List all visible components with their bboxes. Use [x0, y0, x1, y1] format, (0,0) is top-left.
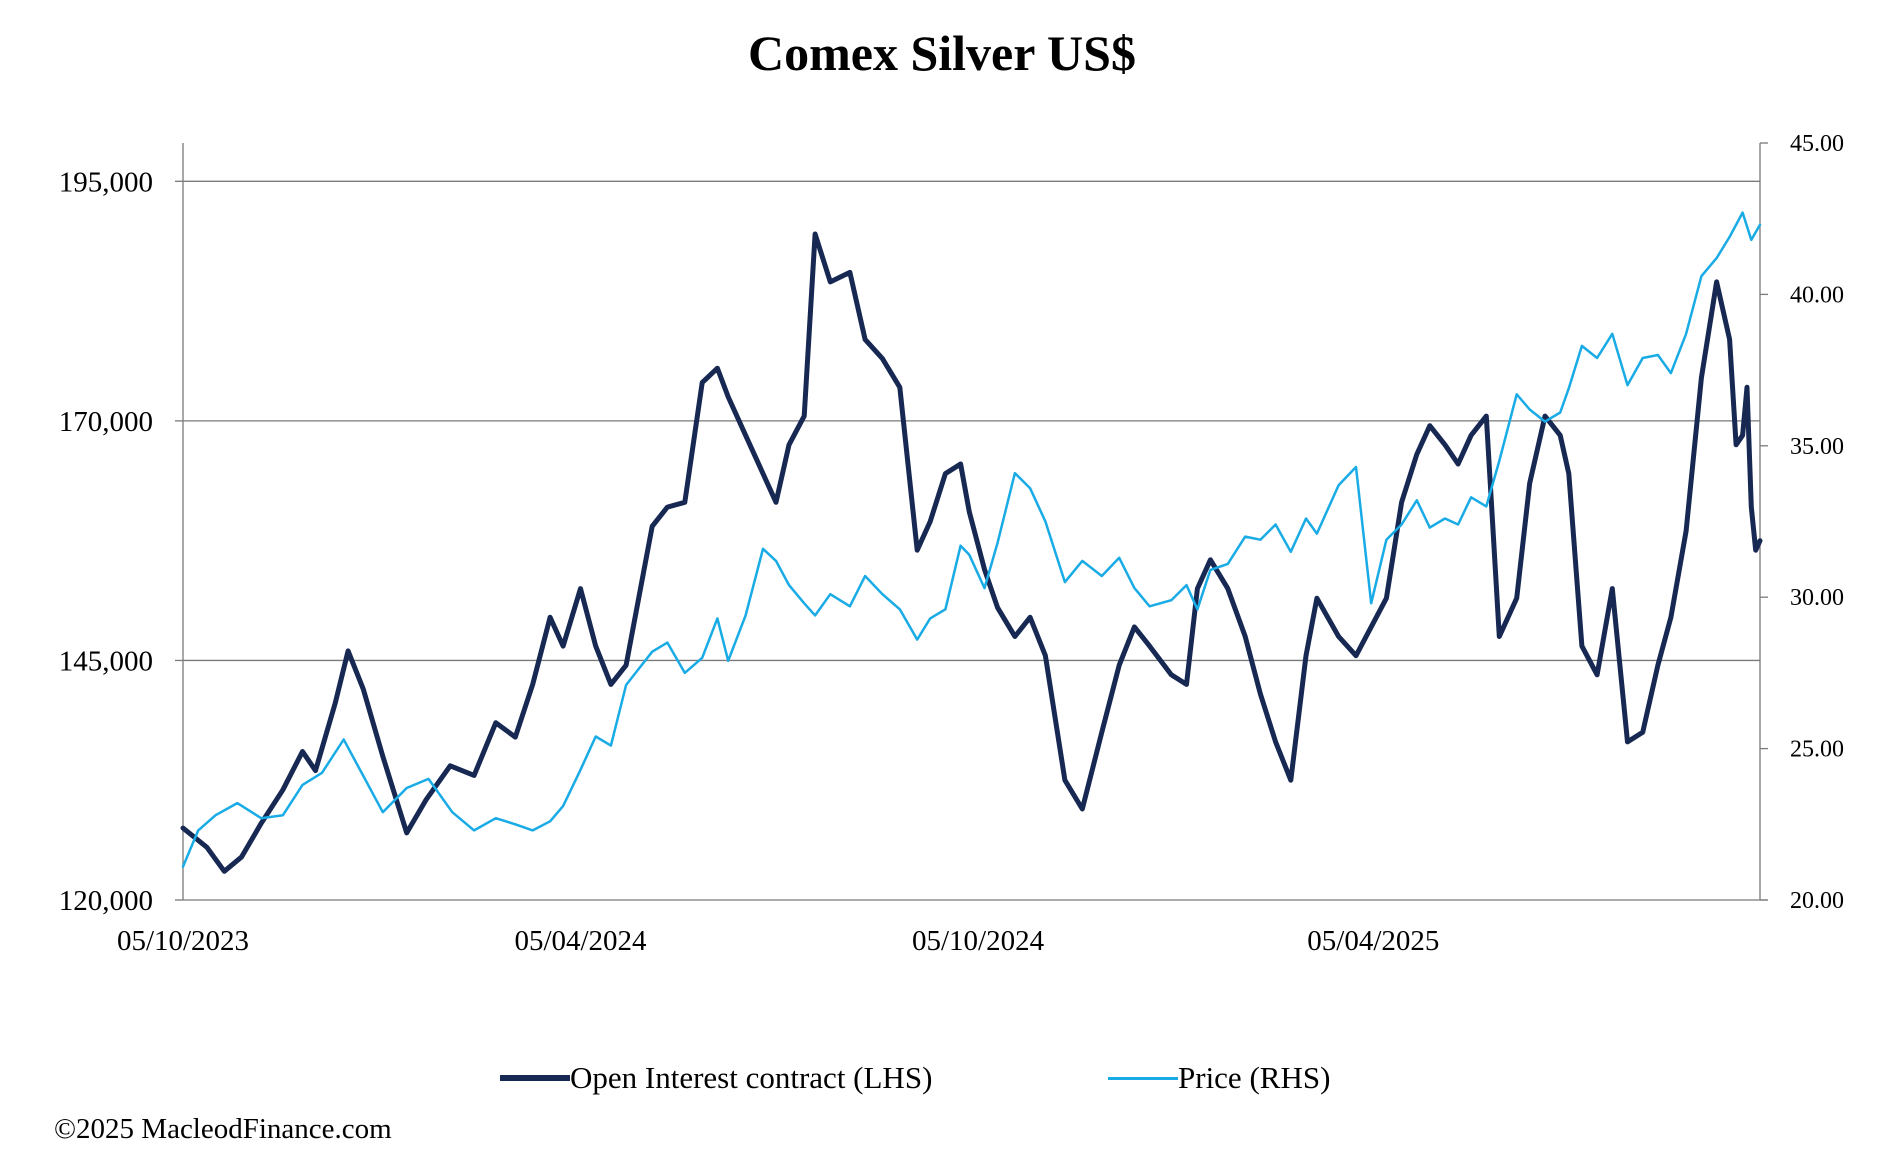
x-tick-label: 05/10/2023	[117, 925, 249, 957]
series-line-price	[181, 211, 1762, 868]
right-tick-label: 20.00	[1790, 888, 1844, 914]
series-lines	[180, 211, 1763, 874]
legend-item-open-interest: Open Interest contract (LHS)	[500, 1060, 932, 1096]
legend-label-open-interest: Open Interest contract (LHS)	[570, 1060, 933, 1095]
left-tick-label: 120,000	[59, 885, 153, 917]
left-tick-label: 170,000	[59, 406, 153, 438]
series-line-open-interest	[180, 231, 1763, 874]
legend-swatch-price	[1108, 1076, 1178, 1080]
right-tick-label: 45.00	[1790, 131, 1844, 157]
legend-swatch-open-interest	[500, 1075, 570, 1081]
right-tick-label: 35.00	[1790, 434, 1844, 460]
chart-title: Comex Silver US$	[748, 25, 1136, 81]
right-tick-label: 30.00	[1790, 585, 1844, 611]
left-tick-label: 145,000	[59, 645, 153, 677]
legend-label-price: Price (RHS)	[1178, 1060, 1331, 1095]
right-tick-label: 25.00	[1790, 737, 1844, 763]
left-tick-label: 195,000	[59, 166, 153, 198]
legend-item-price: Price (RHS)	[1108, 1060, 1330, 1096]
x-tick-label: 05/10/2024	[912, 925, 1045, 957]
axes	[175, 142, 1768, 901]
x-tick-label: 05/04/2024	[514, 925, 647, 957]
legend: Open Interest contract (LHS) Price (RHS)	[0, 1060, 1884, 1100]
gridlines	[183, 180, 1760, 662]
right-tick-label: 40.00	[1790, 282, 1844, 308]
x-tick-label: 05/04/2025	[1307, 925, 1439, 957]
tick-labels: 120,000 145,000 170,000 195,000 20.00 25.00 30…	[59, 131, 1844, 957]
copyright-notice: ©2025 MacleodFinance.com	[54, 1113, 392, 1145]
